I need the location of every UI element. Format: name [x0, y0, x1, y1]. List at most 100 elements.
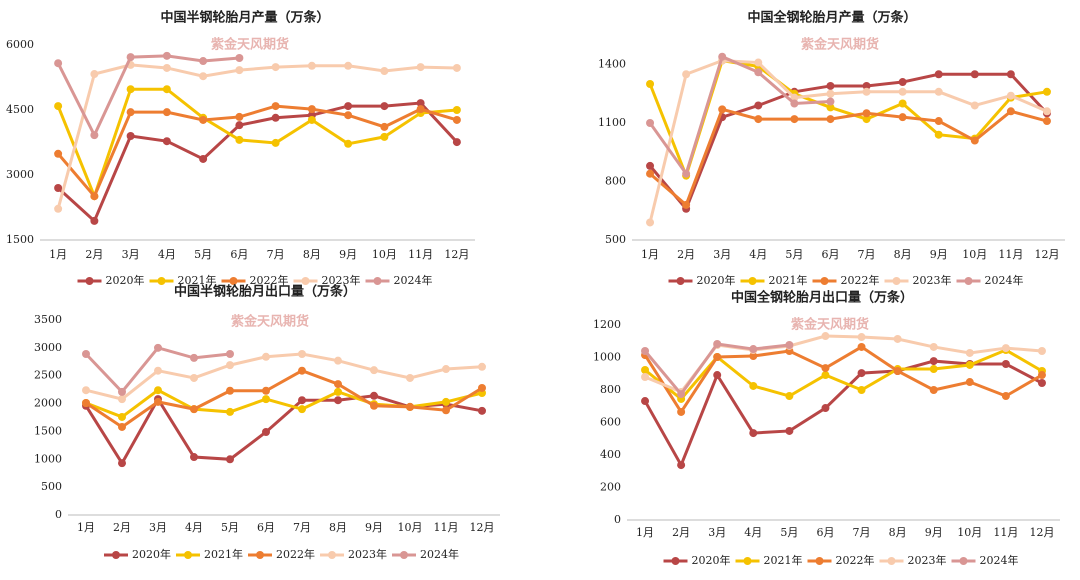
data-point: [862, 109, 871, 118]
x-tick-label: 5月: [194, 248, 212, 261]
y-tick-label: 1200: [593, 318, 621, 331]
legend-label: 2021年: [769, 273, 808, 287]
data-point: [190, 405, 198, 414]
x-tick-label: 12月: [1029, 526, 1054, 539]
data-point: [718, 105, 727, 114]
legend-marker: [748, 277, 757, 285]
legend-marker: [256, 551, 264, 559]
data-point: [199, 72, 208, 81]
series-line: [56, 104, 458, 200]
x-tick-label: 4月: [749, 248, 767, 261]
data-point: [929, 386, 938, 394]
data-point: [682, 200, 691, 209]
data-point: [118, 422, 126, 431]
data-point: [1001, 360, 1010, 368]
data-point: [934, 117, 943, 126]
data-point: [1042, 117, 1051, 126]
data-point: [857, 333, 866, 342]
data-point: [190, 353, 198, 362]
data-point: [898, 78, 907, 87]
data-point: [898, 113, 907, 122]
data-point: [126, 132, 135, 140]
data-point: [821, 404, 830, 413]
legend-label: 2021年: [204, 547, 243, 561]
data-point: [898, 87, 907, 96]
data-point: [370, 401, 378, 410]
y-tick-label: 2500: [34, 369, 62, 382]
data-point: [749, 352, 758, 361]
legend-label: 2024年: [985, 273, 1024, 287]
data-point: [1006, 107, 1015, 116]
legend-label: 2024年: [420, 547, 459, 561]
y-tick-label: 1000: [593, 351, 621, 364]
data-point: [226, 386, 234, 395]
x-tick-label: 9月: [339, 248, 357, 261]
series-line: [57, 101, 458, 224]
data-point: [235, 135, 244, 144]
data-point: [126, 53, 135, 62]
x-tick-label: 6月: [816, 526, 834, 539]
data-point: [641, 347, 650, 355]
data-point: [478, 362, 486, 371]
data-point: [54, 184, 63, 192]
y-tick-label: 2000: [34, 397, 62, 410]
data-point: [82, 399, 90, 408]
legend-marker: [373, 277, 382, 285]
data-point: [307, 105, 316, 114]
data-point: [857, 386, 866, 394]
data-point: [154, 386, 162, 395]
legend-label: 2021年: [764, 553, 803, 567]
data-point: [641, 397, 650, 406]
x-tick-label: 6月: [821, 248, 839, 261]
y-tick-label: 500: [605, 233, 626, 246]
data-point: [235, 121, 244, 130]
legend-label: 2023年: [908, 553, 947, 567]
y-tick-label: 500: [41, 480, 62, 493]
data-point: [226, 349, 234, 358]
watermark: 紫金天风期货: [791, 317, 869, 333]
y-tick-label: 0: [55, 508, 62, 521]
series-line: [85, 388, 483, 419]
data-point: [713, 353, 722, 362]
data-point: [1001, 344, 1010, 353]
y-tick-label: 3500: [34, 313, 62, 326]
data-point: [785, 426, 794, 435]
x-tick-label: 9月: [925, 526, 943, 539]
chart-title: 中国全钢轮胎月出口量（万条）: [731, 290, 913, 306]
x-tick-label: 11月: [434, 521, 459, 534]
watermark: 紫金天风期货: [211, 37, 289, 53]
data-point: [1037, 379, 1046, 388]
data-point: [271, 63, 280, 72]
data-point: [965, 378, 974, 387]
x-tick-label: 5月: [221, 521, 239, 534]
data-point: [271, 113, 280, 122]
data-point: [934, 130, 943, 139]
legend-label: 2022年: [250, 273, 289, 287]
data-point: [118, 395, 126, 404]
legend-label: 2020年: [106, 273, 145, 287]
x-tick-label: 9月: [930, 248, 948, 261]
y-tick-label: 1500: [6, 233, 34, 246]
data-point: [646, 119, 655, 127]
data-point: [199, 57, 208, 66]
data-point: [826, 103, 835, 112]
data-point: [162, 51, 171, 60]
data-point: [199, 154, 208, 163]
data-point: [826, 115, 835, 124]
legend-label: 2022年: [841, 273, 880, 287]
data-point: [298, 366, 306, 375]
data-point: [442, 406, 450, 415]
y-tick-label: 6000: [6, 38, 34, 51]
legend-label: 2023年: [322, 273, 361, 287]
watermark: 紫金天风期货: [801, 37, 879, 53]
data-point: [646, 161, 655, 170]
x-tick-label: 2月: [85, 248, 103, 261]
x-tick-label: 12月: [470, 521, 495, 534]
x-tick-label: 4月: [158, 248, 176, 261]
y-tick-label: 1000: [34, 452, 62, 465]
data-point: [754, 115, 763, 124]
legend-marker: [157, 277, 166, 285]
x-tick-label: 2月: [677, 248, 695, 261]
data-point: [1037, 347, 1046, 355]
data-point: [334, 387, 342, 396]
